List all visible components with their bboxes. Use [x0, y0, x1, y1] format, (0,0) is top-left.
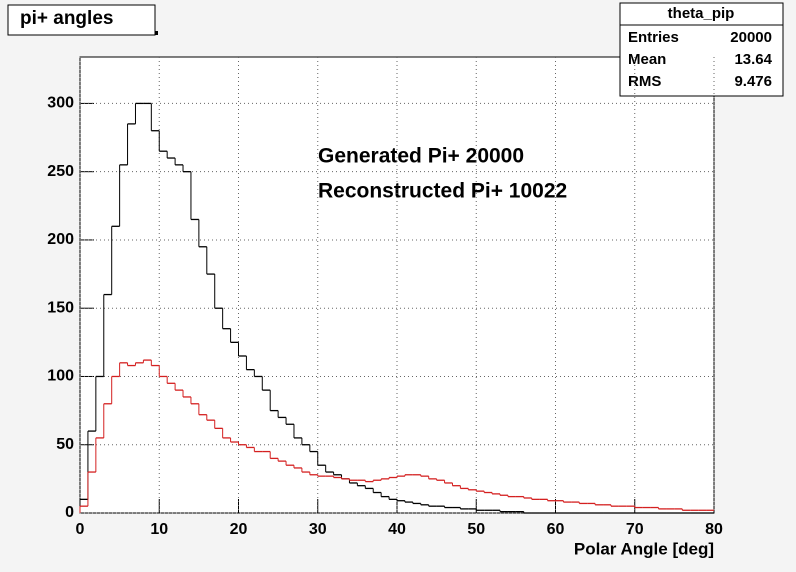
chart-title: pi+ angles	[20, 8, 113, 29]
y-tick-label: 50	[56, 436, 74, 453]
x-tick-label: 0	[76, 521, 85, 538]
x-tick-label: 70	[626, 521, 644, 538]
title-box-front	[7, 4, 156, 36]
stats-label: Entries	[628, 29, 679, 46]
x-tick-label: 50	[467, 521, 485, 538]
y-tick-label: 150	[47, 299, 74, 316]
x-tick-label: 80	[705, 521, 723, 538]
stats-value: 9.476	[734, 73, 772, 90]
stats-label: RMS	[628, 73, 661, 90]
stats-box	[619, 2, 784, 97]
stats-value: 13.64	[734, 51, 772, 68]
y-tick-label: 0	[65, 504, 74, 521]
y-tick-label: 300	[47, 95, 74, 112]
stats-title: theta_pip	[668, 5, 735, 22]
y-tick-label: 200	[47, 231, 74, 248]
y-tick-label: 100	[47, 368, 74, 385]
x-tick-label: 10	[150, 521, 168, 538]
x-tick-label: 40	[388, 521, 406, 538]
x-tick-label: 30	[309, 521, 327, 538]
stats-label: Mean	[628, 51, 666, 68]
y-tick-label: 250	[47, 163, 74, 180]
stats-value: 20000	[730, 29, 772, 46]
annotation: Generated Pi+ 20000	[318, 145, 524, 168]
x-axis-label: Polar Angle [deg]	[574, 539, 714, 558]
x-tick-label: 60	[547, 521, 565, 538]
x-tick-label: 20	[230, 521, 248, 538]
annotation: Reconstructed Pi+ 10022	[318, 180, 567, 203]
